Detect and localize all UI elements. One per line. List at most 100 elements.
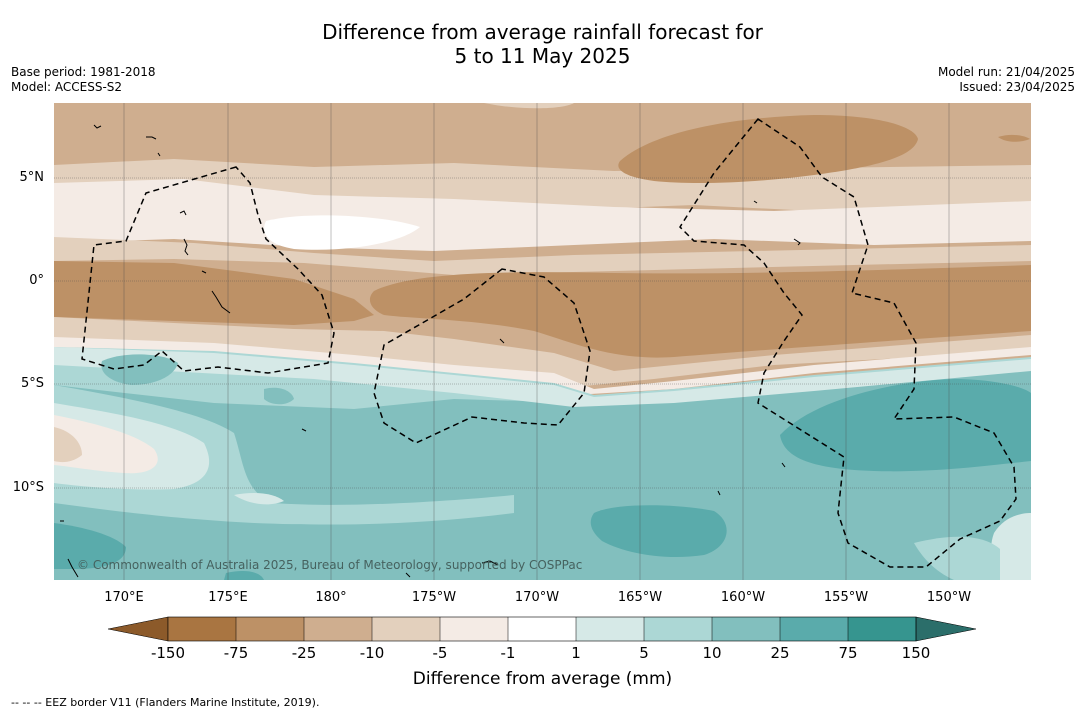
colorbar-segment-extend-high: [915, 616, 977, 642]
band-dry-equator-west: [54, 261, 374, 325]
island: [211, 290, 231, 314]
island: [157, 152, 161, 157]
colorbar-segment: [644, 617, 712, 641]
issued-date: Issued: 23/04/2025: [959, 80, 1075, 94]
chart-title: Difference from average rainfall forecas…: [0, 20, 1085, 68]
patch-near-dry-west: [54, 415, 158, 474]
graticule: [54, 103, 1031, 580]
island: [201, 270, 207, 274]
colorbar-tick: 75: [838, 644, 858, 662]
colorbar: [108, 616, 977, 642]
colorbar-label: Difference from average (mm): [412, 669, 673, 689]
patch-light-dry-west: [54, 427, 82, 463]
lat-label-5s: 5°S: [20, 376, 44, 391]
lon-label-175e: 175°E: [208, 590, 248, 605]
island: [781, 462, 786, 468]
colorbar-tick: -25: [291, 644, 317, 662]
patch-average-north: [264, 215, 420, 250]
lon-label-180: 180°: [315, 590, 347, 605]
eez-borders: [81, 117, 1017, 568]
colorbar-segment: [168, 617, 236, 641]
colorbar-tick: -150: [150, 644, 186, 662]
patch-wetter-small: [264, 387, 294, 405]
run-info: Model run: 21/04/2025 Issued: 23/04/2025: [938, 65, 1075, 95]
colorbar-segment: [304, 617, 372, 641]
lat-label-10s: 10°S: [12, 480, 44, 495]
patch-dry-northeast: [618, 115, 918, 183]
island: [405, 572, 411, 578]
band-near-average-south: [54, 337, 1031, 395]
patch-wettest-southwest: [54, 523, 126, 569]
colorbar-tick: 5: [639, 644, 649, 662]
colorbar-tick: 25: [770, 644, 790, 662]
patch-near-wet-small: [234, 493, 284, 505]
lon-label-160w: 160°W: [720, 590, 766, 605]
islands: [60, 124, 801, 578]
colorbar-tick: 1: [571, 644, 581, 662]
patch-top: [484, 103, 574, 109]
colorbar-tick: -10: [359, 644, 385, 662]
colorbar-segment: [848, 617, 916, 641]
island: [93, 124, 102, 129]
base-period: Base period: 1981-2018: [11, 65, 156, 79]
map-canvas: [54, 103, 1031, 580]
patch-wettest-east: [780, 379, 1031, 472]
colorbar-dividers: [235, 617, 849, 641]
colorbar-segment: [508, 617, 576, 641]
island: [67, 558, 79, 578]
island: [499, 338, 505, 344]
lon-label-170e: 170°E: [104, 590, 144, 605]
colorbar-segment: [236, 617, 304, 641]
lat-label-5n: 5°N: [19, 170, 45, 185]
colorbar-tick: 10: [702, 644, 722, 662]
lat-label-0: 0°: [29, 273, 44, 288]
lon-label-150w: 150°W: [926, 590, 972, 605]
model-run: Model run: 21/04/2025: [937, 65, 1075, 79]
island: [753, 200, 758, 204]
patch-light-wet-southeast: [914, 536, 1000, 580]
eez-legend-footnote: -- -- -- EEZ border V11 (Flanders Marine…: [11, 696, 320, 709]
lon-label-165w: 165°W: [617, 590, 663, 605]
eez-border-west: [81, 166, 335, 374]
colorbar-segment: [576, 617, 644, 641]
patch-wettest-bottom: [224, 571, 264, 580]
patch-wetter-northwest: [101, 354, 178, 385]
island: [481, 560, 499, 566]
colorbar-tick: -1: [500, 644, 516, 662]
island: [146, 136, 157, 140]
colorbar-tick: 150: [901, 644, 931, 662]
lon-label-155w: 155°W: [823, 590, 869, 605]
lon-label-170w: 170°W: [514, 590, 560, 605]
island: [301, 428, 307, 432]
colorbar-segment-extend-low: [108, 616, 169, 642]
patch-wettest-south: [590, 505, 727, 558]
eez-border-east: [679, 117, 1017, 568]
copyright-notice: © Commonwealth of Australia 2025, Bureau…: [77, 558, 583, 572]
rainfall-map: [54, 103, 1031, 580]
title-line-2: 5 to 11 May 2025: [454, 44, 631, 68]
eez-border-center: [373, 268, 591, 444]
model-info: Base period: 1981-2018 Model: ACCESS-S2: [11, 65, 156, 95]
patch-near-wet-southeast: [991, 513, 1031, 580]
island: [183, 238, 189, 256]
colorbar-tick: -75: [223, 644, 249, 662]
colorbar-segment: [712, 617, 780, 641]
patch-light-wet-west: [54, 385, 514, 525]
band-light-dry-south: [54, 317, 1031, 387]
island: [179, 210, 187, 216]
band-dry-equator-east: [369, 265, 1031, 358]
band-near-wet: [54, 347, 1031, 407]
colorbar-tick: -5: [432, 644, 448, 662]
patch-dry-small: [998, 134, 1030, 142]
title-line-1: Difference from average rainfall forecas…: [322, 20, 763, 44]
island: [793, 238, 801, 246]
colorbar-segment: [372, 617, 440, 641]
colorbar-outline: [167, 616, 917, 642]
island: [717, 490, 721, 496]
colorbar-segment: [780, 617, 848, 641]
colorbar-segment: [440, 617, 508, 641]
model-name: Model: ACCESS-S2: [11, 80, 123, 94]
band-light-dry-mid: [54, 237, 1031, 275]
region-wetter: [54, 365, 1031, 580]
lon-label-175w: 175°W: [411, 590, 457, 605]
